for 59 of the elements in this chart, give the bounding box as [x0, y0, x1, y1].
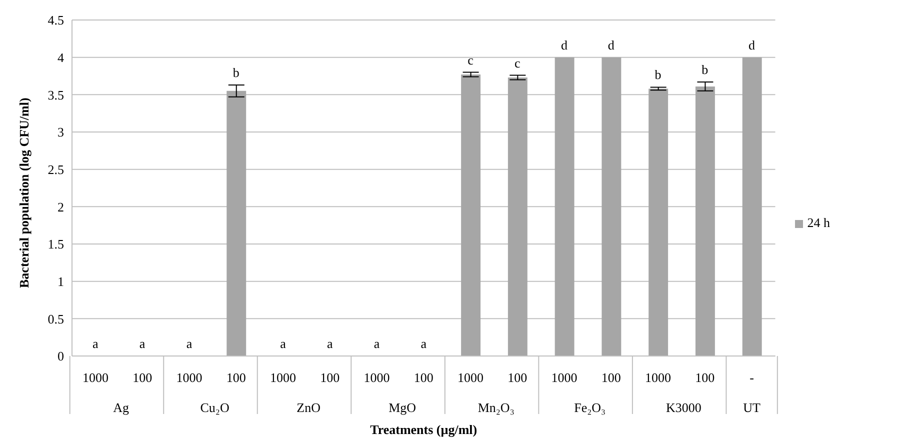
- data-label: d: [748, 37, 756, 52]
- bar: [695, 86, 715, 356]
- text: Fe₂O₃: [574, 400, 606, 415]
- data-label: a: [139, 336, 146, 351]
- x-tick-label: 100: [320, 370, 340, 385]
- text: Mn₂O₃: [478, 400, 514, 415]
- x-tick-label: 100: [601, 370, 621, 385]
- x-tick-label: -: [750, 370, 754, 385]
- y-axis-title: Bacterial population (log CFU/ml): [16, 98, 32, 288]
- x-tick-label: 1000: [458, 370, 484, 385]
- data-label: b: [654, 67, 662, 82]
- bar: [508, 77, 528, 356]
- x-tick-label: 100: [508, 370, 528, 385]
- bar: [648, 88, 668, 356]
- y-tick-label: 0.5: [48, 311, 64, 326]
- x-tick-label: 100: [695, 370, 715, 385]
- x-tick-label: 1000: [645, 370, 672, 385]
- bar: [742, 57, 762, 356]
- y-tick-label: 4: [58, 50, 64, 65]
- y-tick-label: 1: [58, 274, 64, 289]
- y-tick-label: 3: [58, 124, 64, 140]
- x-tick-label: 1000: [82, 370, 108, 385]
- y-tick-label: 4.5: [48, 12, 64, 28]
- data-label: c: [514, 55, 520, 70]
- bar: [554, 57, 574, 356]
- x-tick-label: 100: [226, 370, 246, 385]
- text: UT: [743, 400, 761, 415]
- bar: [602, 57, 622, 356]
- x-tick-label: 1000: [176, 370, 202, 385]
- data-label: a: [280, 336, 286, 351]
- x-tick-label: 100: [132, 370, 152, 385]
- x-tick-label: 1000: [551, 370, 578, 385]
- data-label: a: [326, 336, 333, 351]
- data-label: a: [420, 336, 427, 351]
- data-label: d: [608, 37, 615, 52]
- y-tick-label: 1.5: [48, 236, 64, 252]
- data-label: a: [186, 336, 192, 351]
- x-tick-label: 1000: [270, 370, 296, 385]
- x-tick-label: 100: [414, 370, 434, 385]
- y-tick-label: 0: [58, 348, 64, 364]
- text: K3000: [666, 400, 702, 415]
- data-label: b: [232, 64, 240, 80]
- legend-label: 24 h: [807, 215, 830, 230]
- bar: [226, 90, 246, 356]
- text: ZnO: [296, 400, 320, 415]
- data-label: d: [561, 37, 568, 52]
- text: MgO: [388, 400, 416, 415]
- x-axis-title: Treatments (µg/ml): [370, 422, 478, 437]
- x-tick-label: 1000: [364, 370, 390, 385]
- y-tick-label: 2.5: [48, 162, 64, 177]
- text: Cu₂O: [200, 400, 230, 415]
- data-label: a: [92, 336, 99, 351]
- text: Ag: [113, 400, 130, 415]
- bar: [461, 74, 481, 356]
- data-label: a: [374, 336, 380, 351]
- data-label: c: [468, 52, 474, 68]
- y-tick-label: 3.5: [48, 87, 64, 102]
- y-tick-label: 2: [58, 199, 64, 214]
- data-label: b: [702, 62, 708, 77]
